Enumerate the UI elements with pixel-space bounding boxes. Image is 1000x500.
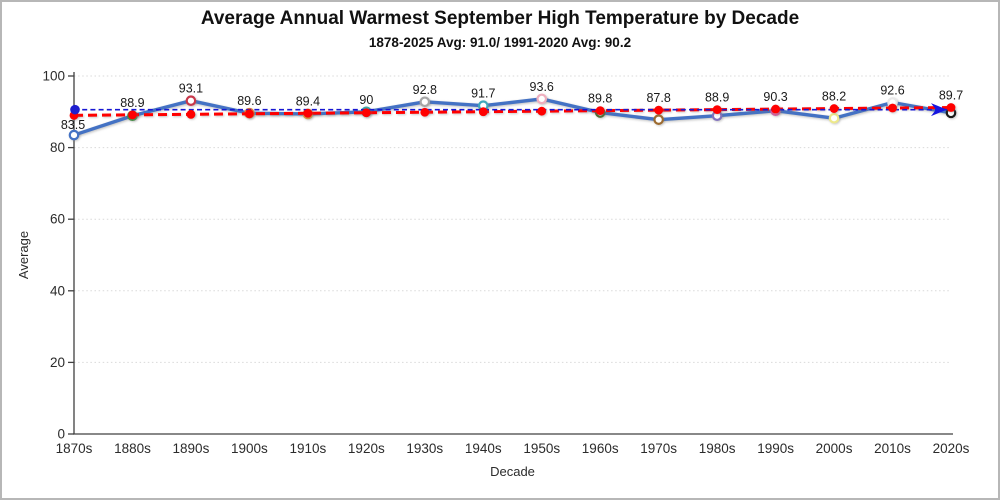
chart-subtitle: 1878-2025 Avg: 91.0/ 1991-2020 Avg: 90.2 (368, 35, 632, 50)
data-label: 89.8 (588, 92, 612, 106)
x-tick-label: 1980s (699, 441, 736, 456)
y-tick-label: 40 (50, 283, 65, 298)
y-tick-label: 100 (42, 69, 65, 84)
data-point-marker (653, 114, 664, 125)
x-tick-label: 1990s (757, 441, 794, 456)
data-label: 90.3 (763, 90, 787, 104)
data-point-marker (828, 112, 840, 124)
trend-marker (245, 109, 254, 119)
x-tick-label: 1940s (465, 441, 502, 456)
trend-marker (888, 103, 897, 113)
data-label: 93.6 (530, 80, 554, 94)
x-tick-label: 2010s (874, 441, 911, 456)
trend-marker (361, 108, 371, 118)
data-label: 87.8 (646, 91, 670, 105)
reference-start-dot (70, 104, 80, 115)
trend-marker (303, 108, 313, 118)
x-tick-label: 1890s (173, 441, 210, 456)
data-label: 88.2 (822, 90, 846, 104)
y-tick-label: 60 (50, 212, 65, 227)
data-point-marker (68, 129, 80, 141)
x-tick-label: 1970s (640, 441, 677, 456)
x-tick-label: 1870s (56, 441, 93, 456)
x-axis-label: Decade (490, 464, 535, 479)
chart-title: Average Annual Warmest September High Te… (200, 8, 800, 29)
trend-line-red (73, 106, 952, 117)
x-tick-label: 2000s (816, 441, 853, 456)
data-label: 92.6 (880, 83, 904, 97)
data-point-marker (185, 95, 197, 107)
data-label: 89.6 (237, 94, 261, 108)
data-label: 88.9 (120, 96, 144, 110)
x-tick-label: 1910s (289, 441, 326, 456)
data-label: 83.5 (61, 118, 85, 132)
x-tick-label: 1950s (523, 441, 560, 456)
data-label: 89.4 (296, 94, 320, 108)
y-axis-label: Average (16, 231, 31, 279)
data-series-line (72, 97, 953, 137)
data-label: 93.1 (179, 82, 203, 96)
y-tick-label: 20 (50, 355, 65, 370)
trend-marker (829, 104, 839, 113)
trend-marker (420, 107, 430, 117)
data-label: 88.9 (705, 91, 729, 105)
x-tick-label: 2020s (933, 441, 970, 456)
trend-marker (478, 107, 488, 117)
arrow-head-icon (931, 103, 947, 117)
data-label: 90 (359, 93, 373, 107)
trend-marker (128, 110, 137, 120)
data-label: 91.7 (471, 87, 495, 101)
data-label: 89.7 (939, 89, 963, 103)
trend-marker (654, 105, 664, 115)
x-tick-label: 1960s (582, 441, 619, 456)
data-label: 92.8 (413, 83, 437, 97)
y-tick-label: 80 (50, 140, 65, 155)
trend-marker (771, 104, 780, 114)
trend-marker (537, 106, 547, 116)
data-point-marker (536, 93, 548, 105)
trend-marker (946, 103, 956, 112)
x-tick-label: 1930s (406, 441, 443, 456)
trend-marker (595, 106, 605, 116)
x-tick-label: 1900s (231, 441, 268, 456)
x-tick-label: 1920s (348, 441, 385, 456)
data-point-marker (419, 96, 431, 108)
trend-marker (712, 105, 722, 115)
x-tick-label: 1880s (114, 441, 151, 456)
y-tick-label: 0 (57, 427, 65, 442)
trend-marker (186, 109, 196, 119)
